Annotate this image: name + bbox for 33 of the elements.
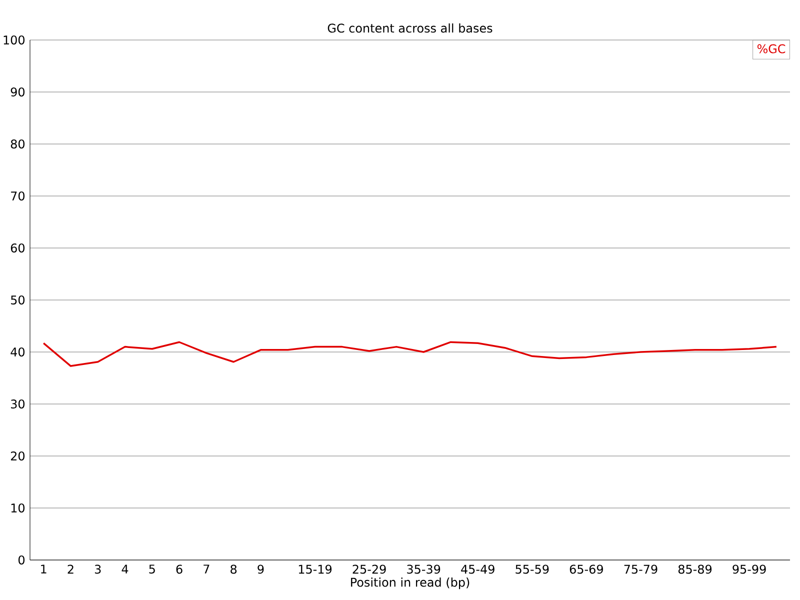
- line-series: [42, 341, 778, 367]
- y-tick-label: 60: [10, 243, 25, 253]
- x-tick-label: 2: [68, 564, 74, 574]
- y-tick-label: 40: [10, 347, 25, 357]
- y-tick-label: 20: [10, 451, 25, 461]
- x-tick-label: 55-59: [516, 564, 549, 574]
- y-tick-label: 0: [18, 555, 25, 565]
- text: %GC: [757, 44, 786, 54]
- y-tick-label: 70: [11, 191, 25, 201]
- y-tick-label: 30: [11, 399, 25, 409]
- x-tick-label: 85-89: [678, 564, 712, 574]
- x-tick-label: 9: [258, 564, 264, 574]
- x-tick-label: 1: [41, 564, 46, 574]
- x-tick-label: 75-79: [624, 564, 658, 574]
- x-tick-label: 15-19: [298, 564, 332, 574]
- x-tick-label: 6: [176, 564, 182, 574]
- x-tick-label: 35-39: [407, 564, 440, 574]
- x-tick-label: 65-69: [570, 564, 603, 574]
- y-tick-label: 10: [11, 503, 25, 513]
- chart-title: GC content across all bases: [328, 23, 492, 33]
- y-tick-label: 50: [11, 295, 25, 305]
- x-tick-label: 95-99: [732, 564, 766, 574]
- x-tick-label: 7: [204, 564, 210, 574]
- y-tick-label: 80: [10, 139, 25, 149]
- y-tick-label: 90: [10, 87, 25, 97]
- x-axis-title: Position in read (bp): [351, 578, 470, 590]
- y-tick-label: 100: [4, 35, 25, 45]
- x-tick-label: 3: [94, 564, 101, 574]
- x-tick-label: 4: [122, 564, 128, 574]
- x-tick-label: 25-29: [352, 564, 386, 574]
- x-tick-label: 8: [230, 564, 237, 574]
- x-tick-label: 45-49: [461, 564, 494, 574]
- x-tick-label: 5: [149, 564, 155, 574]
